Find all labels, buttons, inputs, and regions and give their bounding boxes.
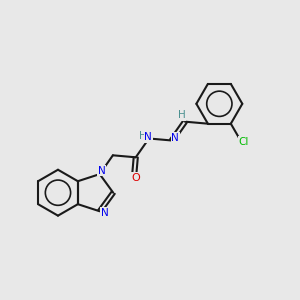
- Text: N: N: [98, 166, 106, 176]
- Text: N: N: [101, 208, 109, 218]
- Text: H: H: [139, 131, 146, 141]
- Text: N: N: [172, 133, 179, 143]
- Text: H: H: [178, 110, 185, 120]
- Text: Cl: Cl: [238, 137, 249, 147]
- Text: O: O: [131, 173, 140, 183]
- Text: N: N: [145, 132, 152, 142]
